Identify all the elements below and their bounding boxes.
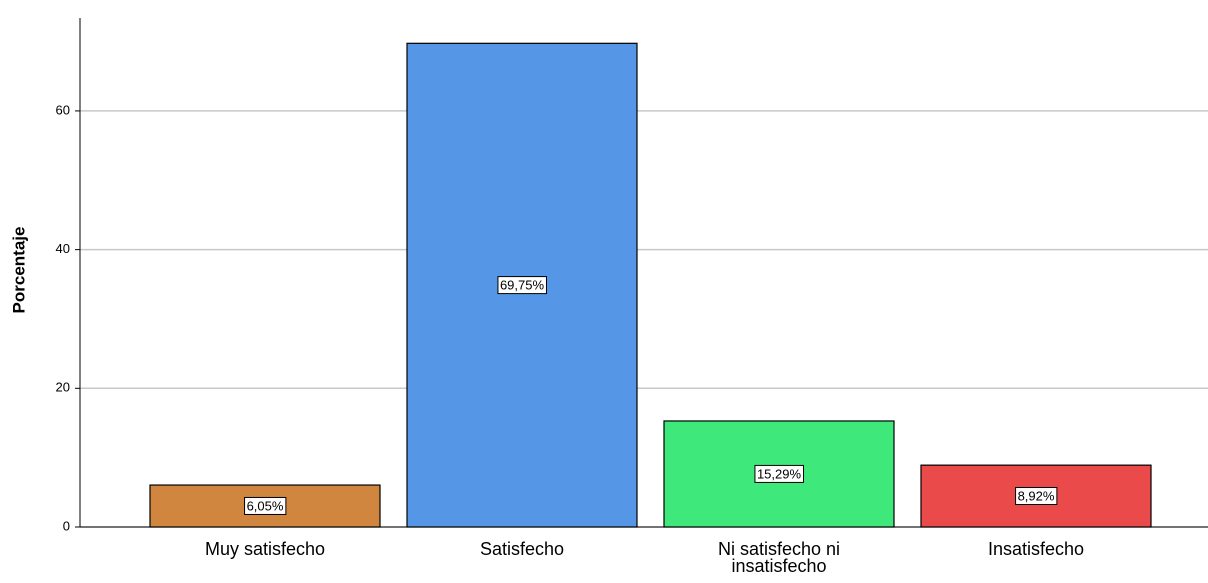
- x-tick-label: Muy satisfecho: [204, 539, 326, 559]
- value-label: 15,29%: [757, 466, 802, 481]
- value-label: 6,05%: [247, 498, 284, 513]
- y-tick-label: 40: [56, 241, 70, 256]
- x-tick-label: Insatisfecho: [987, 539, 1085, 559]
- value-label-box: [1015, 487, 1058, 506]
- value-label: 69,75%: [500, 278, 545, 293]
- value-label: 8,92%: [1018, 489, 1055, 504]
- value-label-box: [497, 276, 547, 295]
- value-label-box: [244, 496, 287, 515]
- y-tick-label: 60: [56, 102, 70, 117]
- y-tick-label: 20: [56, 380, 70, 395]
- value-label-box: [754, 464, 804, 483]
- y-tick-label: 0: [63, 518, 70, 533]
- y-axis-label: Porcentaje: [9, 227, 28, 314]
- x-tick-label: Satisfecho: [479, 539, 565, 559]
- x-tick-label: Ni satisfecho ni insatisfecho: [717, 539, 841, 576]
